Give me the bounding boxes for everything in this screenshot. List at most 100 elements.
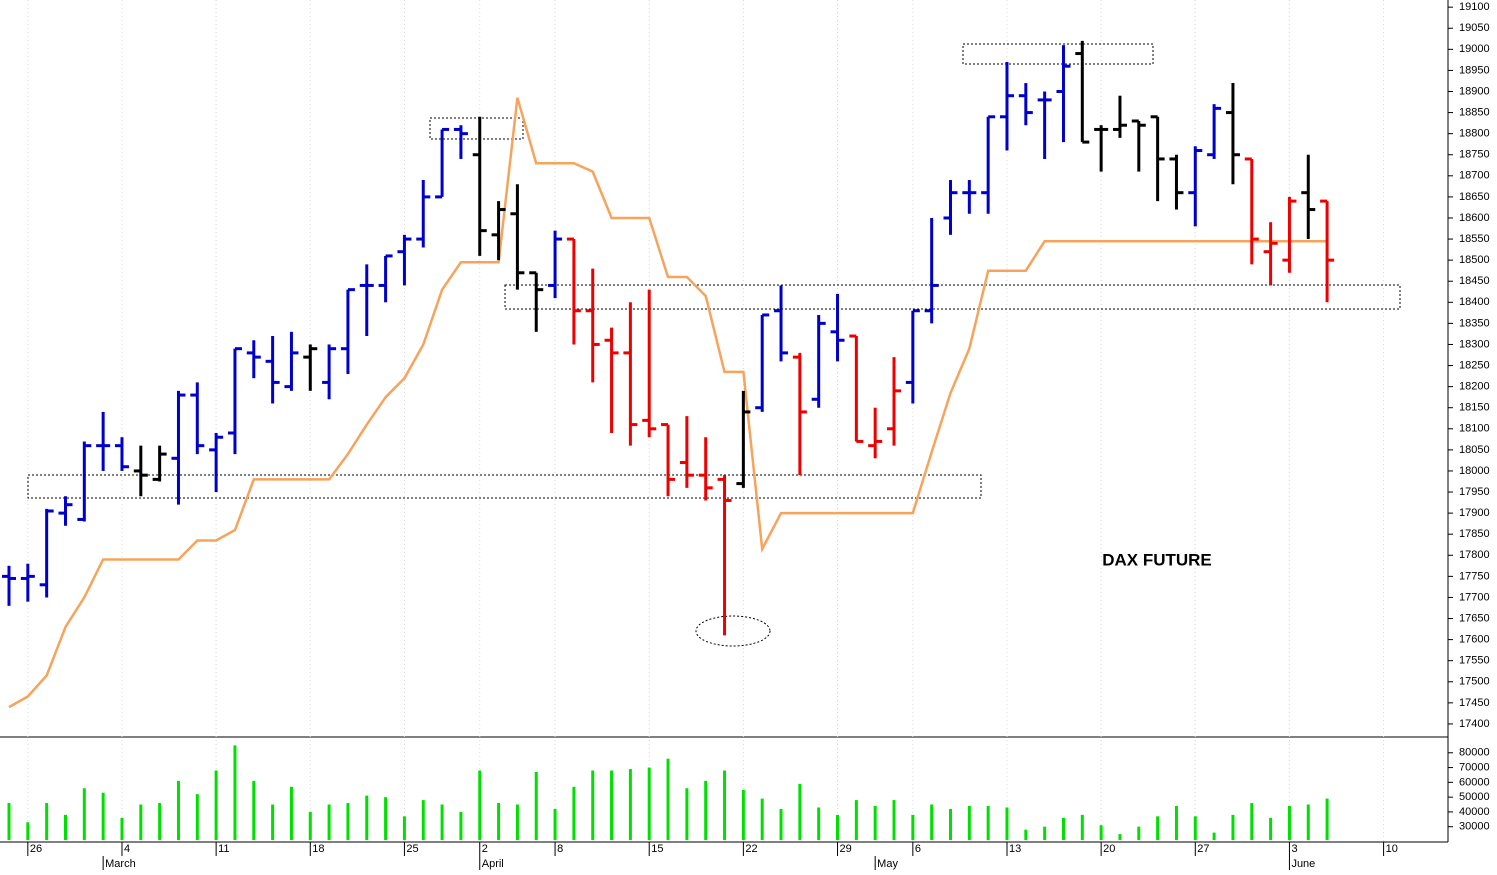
volume-bar — [1306, 804, 1310, 840]
month-label: May — [877, 858, 898, 870]
volume-bar — [515, 804, 519, 840]
volume-bar — [892, 800, 896, 840]
x-tick-label: 6 — [915, 843, 921, 855]
ohlc-bar — [453, 125, 468, 159]
ohlc-bar — [1075, 40, 1090, 144]
ohlc-bar — [284, 331, 299, 391]
volume-bar — [986, 806, 990, 840]
ohlc-bar — [679, 416, 694, 488]
y-tick-label: 18050 — [1459, 444, 1490, 456]
y-tick-label: 18350 — [1459, 317, 1490, 329]
volume-bar — [1287, 806, 1291, 840]
ohlc-bar — [529, 271, 544, 332]
volume-bar — [1080, 814, 1084, 840]
volume-bar — [308, 811, 312, 840]
volume-bar — [836, 814, 840, 840]
ohlc-bar — [171, 390, 186, 505]
y-tick-label: 17800 — [1459, 549, 1490, 561]
volume-bar — [1118, 834, 1122, 840]
volume-bar — [1043, 826, 1047, 840]
y-tick-label: 19050 — [1459, 22, 1490, 34]
ohlc-bar — [1263, 222, 1278, 286]
volume-bar — [7, 803, 11, 840]
volume-bar — [1193, 816, 1197, 840]
volume-bar — [666, 758, 670, 840]
volume-bar — [26, 822, 30, 840]
y-tick-label: 18000 — [1459, 465, 1490, 477]
y-tick-label: 18700 — [1459, 170, 1490, 182]
zone-box — [27, 474, 982, 499]
ohlc-bar — [133, 445, 148, 497]
y-tick-label: 18200 — [1459, 381, 1490, 393]
y-tick-label: 18600 — [1459, 212, 1490, 224]
y-tick-label: 19000 — [1459, 43, 1490, 55]
volume-bar — [911, 814, 915, 840]
ohlc-bar — [114, 437, 129, 471]
ohlc-bar — [378, 254, 393, 303]
y-tick-label: 17950 — [1459, 486, 1490, 498]
y-tick-label: 18550 — [1459, 233, 1490, 245]
annotation: DAX FUTURE — [1102, 550, 1212, 569]
volume-bar — [610, 770, 614, 840]
ohlc-bar — [1320, 199, 1335, 303]
y-tick-label: 17700 — [1459, 591, 1490, 603]
ohlc-bar — [77, 441, 92, 522]
ohlc-bar — [96, 411, 111, 471]
ohlc-bar — [774, 285, 789, 362]
volume-bar — [930, 804, 934, 840]
month-label: June — [1291, 858, 1315, 870]
ohlc-bar — [924, 217, 939, 324]
y-tick-label: 80000 — [1459, 747, 1490, 759]
volume-bar — [176, 780, 180, 840]
zone-box — [504, 284, 1401, 310]
grid — [27, 0, 1385, 842]
y-tick-label: 17500 — [1459, 676, 1490, 688]
volume-bar — [704, 780, 708, 840]
ohlc-bar — [340, 288, 355, 374]
y-tick-label: 18750 — [1459, 149, 1490, 161]
y-tick-label: 17550 — [1459, 655, 1490, 667]
x-tick-label: 8 — [557, 843, 563, 855]
ohlc-bar — [999, 61, 1014, 151]
ohlc-bar — [1282, 196, 1297, 273]
volume-bar — [854, 800, 858, 840]
ohlc-bar — [39, 508, 54, 598]
y-tick-label: 30000 — [1459, 821, 1490, 833]
ohlc-bar — [1225, 83, 1240, 185]
volume-bar — [1099, 825, 1103, 840]
x-tick-label: 2 — [482, 843, 488, 855]
month-label: April — [482, 858, 504, 870]
volume-bar — [346, 803, 350, 840]
volume-bar — [1250, 803, 1254, 840]
x-tick-label: 22 — [745, 843, 757, 855]
ohlc-bar — [905, 309, 920, 404]
ohlc-bar — [1112, 95, 1127, 138]
volume-bar — [45, 803, 49, 840]
volume-bar — [628, 769, 632, 840]
zone-box — [429, 117, 524, 140]
volume-bar — [1174, 806, 1178, 840]
x-tick-label: 26 — [30, 843, 42, 855]
ohlc-bar — [792, 352, 807, 476]
volume-bar — [779, 808, 783, 840]
y-tick-label: 50000 — [1459, 791, 1490, 803]
ohlc-bar — [510, 184, 525, 290]
volume-bar — [741, 789, 745, 840]
volume-bar — [101, 792, 105, 840]
volume-bar — [1156, 816, 1160, 840]
ohlc-bar — [1244, 157, 1259, 265]
volume-bar — [497, 803, 501, 840]
ohlc-bar — [303, 344, 318, 391]
ohlc-bar — [1037, 91, 1052, 159]
volume-bar — [271, 804, 275, 840]
y-tick-label: 17600 — [1459, 634, 1490, 646]
volume-bar — [365, 795, 369, 840]
ohlc-bar — [811, 314, 826, 408]
x-tick-label: 20 — [1103, 843, 1115, 855]
x-tick-label: 18 — [312, 843, 324, 855]
y-tick-label: 17850 — [1459, 528, 1490, 540]
volume-bar — [158, 803, 162, 840]
ohlc-bar — [1056, 45, 1071, 143]
y-tick-label: 18150 — [1459, 402, 1490, 414]
